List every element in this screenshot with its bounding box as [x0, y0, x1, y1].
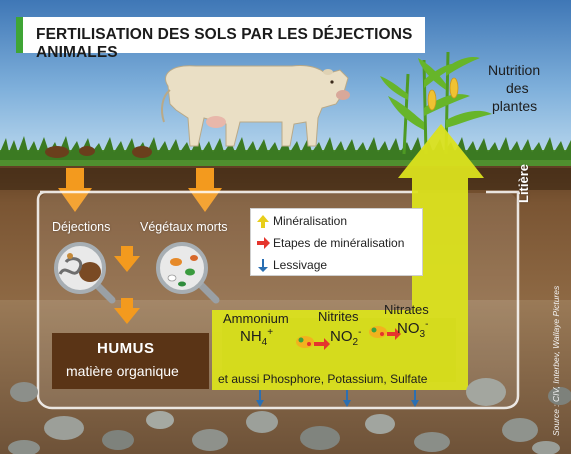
- label-vegetaux-morts: Végétaux morts: [140, 220, 228, 234]
- formula-ammonium: NH4+: [240, 327, 273, 348]
- humus-box: [52, 333, 209, 389]
- leaching-arrows: [256, 390, 419, 407]
- source-credit: Source : CIV, Interbev, Wallaye Pictures: [551, 285, 561, 436]
- label-nutrition-line2: des: [506, 80, 529, 96]
- bacteria-icon-2: [369, 326, 401, 340]
- formula-nitrites-sub: 2: [352, 337, 359, 348]
- label-nutrition-line1: Nutrition: [488, 62, 541, 78]
- soil-stones: [8, 378, 571, 454]
- label-nitrites: Nitrites: [318, 309, 359, 324]
- label-nutrition-line3: plantes: [492, 98, 538, 114]
- yellow-up-arrow-icon: [257, 215, 269, 228]
- bacteria-icon-1: [296, 336, 330, 350]
- legend-label-lessivage: Lessivage: [273, 258, 328, 272]
- dung-piles: [45, 146, 152, 158]
- magnifier-dejections: [54, 242, 116, 304]
- magnifier-vegetaux: [156, 242, 220, 304]
- title-banner: FERTILISATION DES SOLS PAR LES DÉJECTION…: [16, 17, 425, 61]
- cycle-frame: [36, 190, 520, 410]
- formula-nitrites-base: NO: [330, 328, 353, 345]
- corn-cobs: [427, 77, 459, 111]
- orange-arrows-surface: [58, 168, 222, 212]
- formula-nitrates-sup: -: [425, 319, 429, 330]
- red-right-arrow-icon: [257, 237, 270, 249]
- label-litiere: Litière: [516, 163, 531, 203]
- formula-nitrites-sup: -: [358, 327, 362, 338]
- legend-label-mineralisation: Minéralisation: [273, 214, 348, 228]
- cow-illustration: [161, 65, 350, 147]
- formula-nitrates-base: NO: [397, 320, 420, 337]
- label-ammonium: Ammonium: [223, 311, 289, 326]
- soil-dark-band: [0, 168, 571, 190]
- corn-leaves: [380, 57, 492, 130]
- formula-ammonium-sub: 4: [261, 337, 268, 348]
- formula-nitrates-sub: 3: [419, 329, 426, 340]
- formula-ammonium-sup: +: [267, 327, 274, 338]
- blue-down-arrow-icon: [258, 259, 268, 272]
- formula-ammonium-base: NH: [240, 328, 262, 345]
- label-dejections: Déjections: [52, 220, 111, 234]
- formula-nitrites: NO2-: [330, 327, 361, 348]
- legend-label-etapes: Etapes de minéralisation: [273, 236, 405, 250]
- legend: Minéralisation Etapes de minéralisation …: [250, 208, 423, 276]
- label-nitrates: Nitrates: [384, 302, 429, 317]
- label-also-nutrients: et aussi Phosphore, Potassium, Sulfate: [218, 372, 428, 386]
- orange-arrows-inner: [114, 246, 140, 324]
- label-humus: HUMUS: [97, 340, 155, 357]
- label-humus-subtitle: matière organique: [66, 363, 179, 379]
- formula-nitrates: NO3-: [397, 319, 428, 340]
- diagram-title: FERTILISATION DES SOLS PAR LES DÉJECTION…: [36, 26, 413, 61]
